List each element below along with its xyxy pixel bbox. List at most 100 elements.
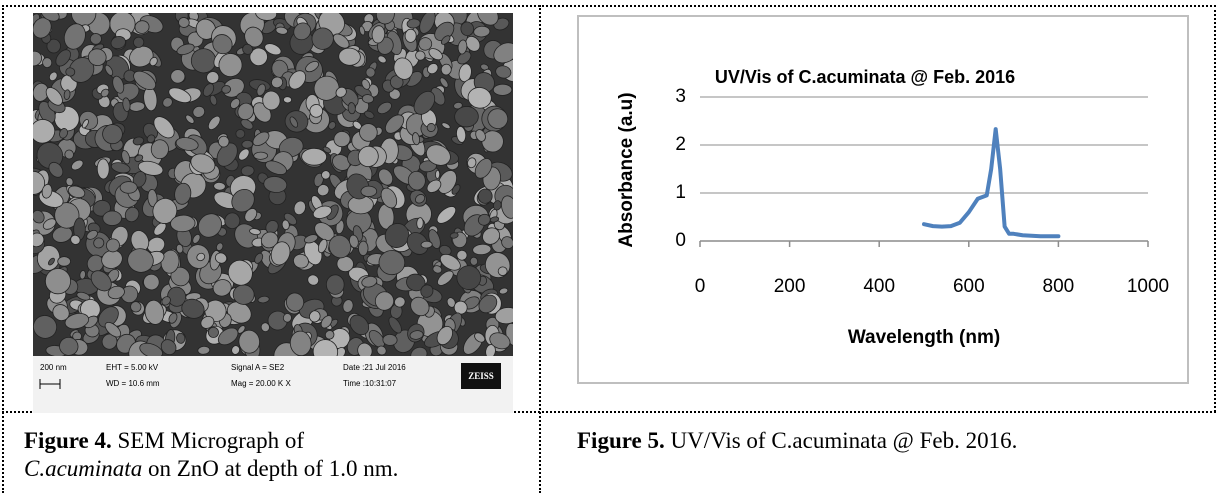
grain xyxy=(412,132,420,146)
y-tick-label: 1 xyxy=(675,182,686,203)
grains xyxy=(33,13,513,356)
grain xyxy=(124,206,140,223)
grain xyxy=(474,158,493,179)
grain xyxy=(217,327,239,346)
grain xyxy=(489,332,511,350)
grain xyxy=(289,330,312,356)
grain xyxy=(176,332,186,344)
figure5-caption: Figure 5. UV/Vis of C.acuminata @ Feb. 2… xyxy=(577,427,1017,455)
grain xyxy=(202,83,215,97)
grain xyxy=(110,36,126,50)
grain xyxy=(413,90,436,115)
y-tick-label: 0 xyxy=(675,230,686,251)
grain xyxy=(410,346,428,356)
grain xyxy=(342,299,354,313)
grain xyxy=(453,300,468,315)
grain xyxy=(33,315,58,339)
grain xyxy=(382,334,398,346)
grain xyxy=(473,25,491,38)
grain xyxy=(454,106,479,128)
sem-image: 200 nm EHT = 5.00 kV WD = 10.6 mm Signal… xyxy=(33,13,513,413)
grain xyxy=(104,64,114,76)
grain xyxy=(63,23,86,50)
grain xyxy=(349,234,359,249)
caption-label: Figure 4. xyxy=(24,428,112,453)
grain xyxy=(45,87,63,106)
grain xyxy=(195,18,217,40)
grain xyxy=(254,252,264,264)
grain xyxy=(57,256,71,267)
grain xyxy=(321,170,331,180)
border xyxy=(1214,5,1216,412)
x-axis-title: Wavelength (nm) xyxy=(848,327,1000,348)
grain xyxy=(374,291,395,311)
grain xyxy=(436,206,457,224)
grain xyxy=(102,124,123,145)
grain xyxy=(428,48,443,61)
chart-title: UV/Vis of C.acuminata @ Feb. 2016 xyxy=(715,67,1015,87)
grain xyxy=(449,232,459,239)
grain xyxy=(380,187,398,209)
eht: EHT = 5.00 kV xyxy=(106,363,159,372)
grain xyxy=(361,275,378,288)
grain xyxy=(161,296,171,306)
grain xyxy=(64,149,74,160)
grain xyxy=(174,182,192,205)
grain xyxy=(275,26,288,35)
grain xyxy=(168,87,192,104)
grain xyxy=(458,63,472,83)
grain xyxy=(42,57,53,69)
grain xyxy=(492,83,513,96)
grain xyxy=(427,63,439,75)
grain xyxy=(437,170,457,194)
grain xyxy=(335,86,347,98)
grain xyxy=(175,137,199,151)
grain xyxy=(48,161,64,178)
grain xyxy=(227,259,253,286)
grain xyxy=(357,342,373,356)
grain xyxy=(313,75,340,101)
time: Time :10:31:07 xyxy=(343,379,397,388)
grain xyxy=(478,294,498,314)
grain xyxy=(495,65,512,79)
grain xyxy=(238,148,250,161)
caption-text: on ZnO at depth of 1.0 nm. xyxy=(147,456,399,481)
grain xyxy=(146,134,156,144)
grain xyxy=(160,339,177,355)
grain xyxy=(212,34,233,55)
grain xyxy=(456,249,468,261)
grain xyxy=(359,25,366,36)
grain xyxy=(54,202,80,229)
grain xyxy=(376,345,387,356)
grain xyxy=(170,214,196,233)
grain xyxy=(432,265,443,274)
grain xyxy=(456,265,482,290)
grain xyxy=(215,242,224,252)
y-tick-label: 3 xyxy=(675,86,686,107)
grain xyxy=(384,223,410,248)
grain xyxy=(207,326,219,338)
grain xyxy=(33,232,45,248)
grain xyxy=(122,97,131,112)
grain xyxy=(324,330,335,340)
grain xyxy=(240,165,255,177)
grain xyxy=(333,131,351,148)
grain xyxy=(178,17,190,28)
grain xyxy=(213,181,226,191)
grain xyxy=(98,306,119,328)
grain xyxy=(139,342,163,356)
grain xyxy=(170,69,186,84)
grain xyxy=(364,110,375,119)
grain xyxy=(371,25,386,44)
grain xyxy=(377,55,387,64)
grain xyxy=(437,270,454,286)
grain xyxy=(281,219,290,231)
grain xyxy=(133,36,145,48)
grain xyxy=(253,151,269,160)
grain xyxy=(436,325,453,346)
grain xyxy=(305,60,320,73)
grain xyxy=(110,162,131,174)
grain xyxy=(265,160,287,175)
species: C.acuminata xyxy=(24,456,143,481)
grain xyxy=(465,35,481,52)
